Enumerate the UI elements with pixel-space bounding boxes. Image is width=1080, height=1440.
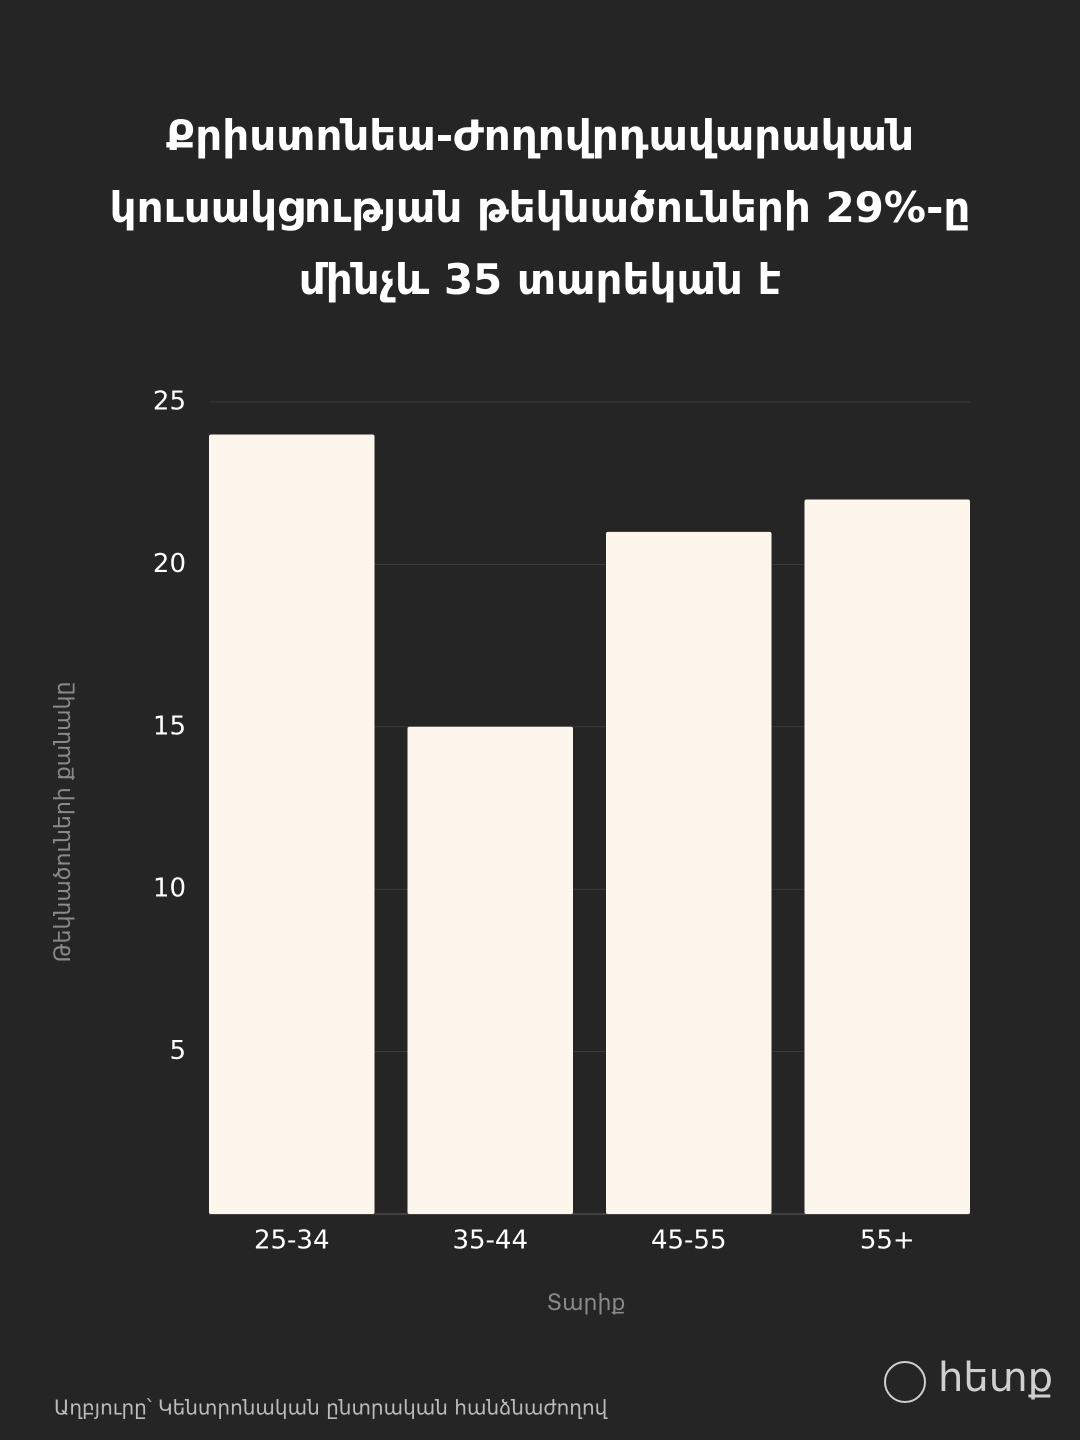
- chart-title: Քրիստոնեա-Ժողովրդավարական կուսակցության …: [109, 111, 971, 304]
- y-tick-label: 25: [153, 387, 186, 417]
- y-tick-label: 20: [153, 549, 186, 579]
- bar: [407, 726, 573, 1214]
- bar: [606, 531, 772, 1214]
- x-tick-label: 35-44: [452, 1226, 528, 1256]
- x-tick-label: 55+: [860, 1226, 915, 1256]
- bar: [804, 499, 970, 1214]
- x-axis-label: Տարիք: [547, 1291, 626, 1316]
- bar: [209, 434, 375, 1215]
- y-axis-label: Թեկնածուների քանակը: [51, 682, 76, 963]
- logo-icon: [884, 1361, 926, 1403]
- x-tick-label: 25-34: [254, 1226, 330, 1256]
- logo: hետք: [938, 1355, 1053, 1401]
- y-tick-label: 5: [169, 1036, 186, 1066]
- y-tick-label: 10: [153, 874, 186, 904]
- source: Աղբյուրը՝ Կենտրոնական ընտրական հանձնաժող…: [54, 1396, 608, 1420]
- x-tick-label: 45-55: [651, 1226, 727, 1256]
- y-tick-label: 15: [153, 711, 186, 741]
